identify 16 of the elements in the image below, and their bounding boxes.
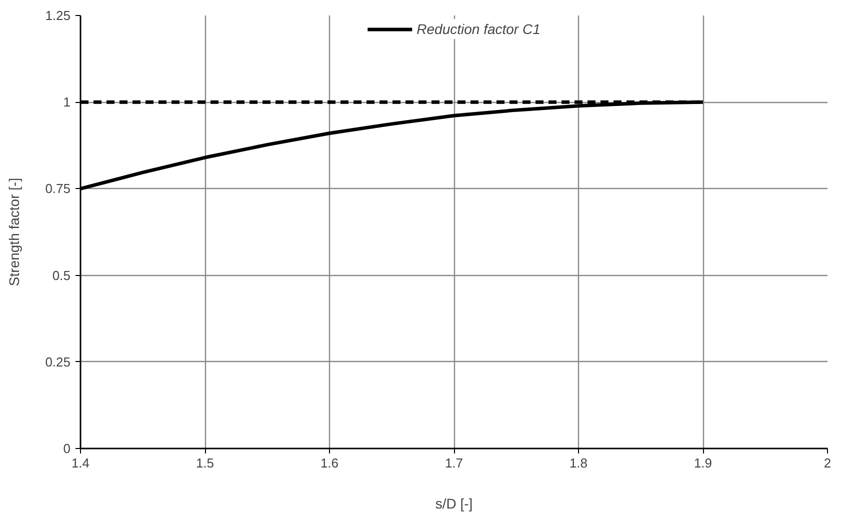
x-tick-label: 1.8 [569, 456, 588, 470]
y-tick-label: 0.25 [45, 354, 71, 370]
legend-label: Reduction factor C1 [416, 21, 540, 37]
x-axis-title: s/D [-] [435, 496, 473, 512]
x-tick-label: 1.4 [71, 456, 90, 470]
x-tick-label: 1.7 [444, 456, 464, 470]
y-tick-label: 0 [63, 441, 71, 456]
y-tick-label: 1.25 [45, 8, 71, 23]
y-tick-label: 1 [63, 94, 71, 110]
y-tick-label: 0.5 [52, 268, 71, 283]
x-tick-label: 2 [824, 456, 832, 470]
x-tick-label: 1.5 [196, 456, 214, 470]
y-tick-label: 0.75 [45, 181, 71, 196]
x-tick-label: 1.9 [694, 456, 712, 470]
x-tick-label: 1.6 [320, 456, 339, 470]
y-axis-title: Strength factor [-] [6, 178, 22, 286]
